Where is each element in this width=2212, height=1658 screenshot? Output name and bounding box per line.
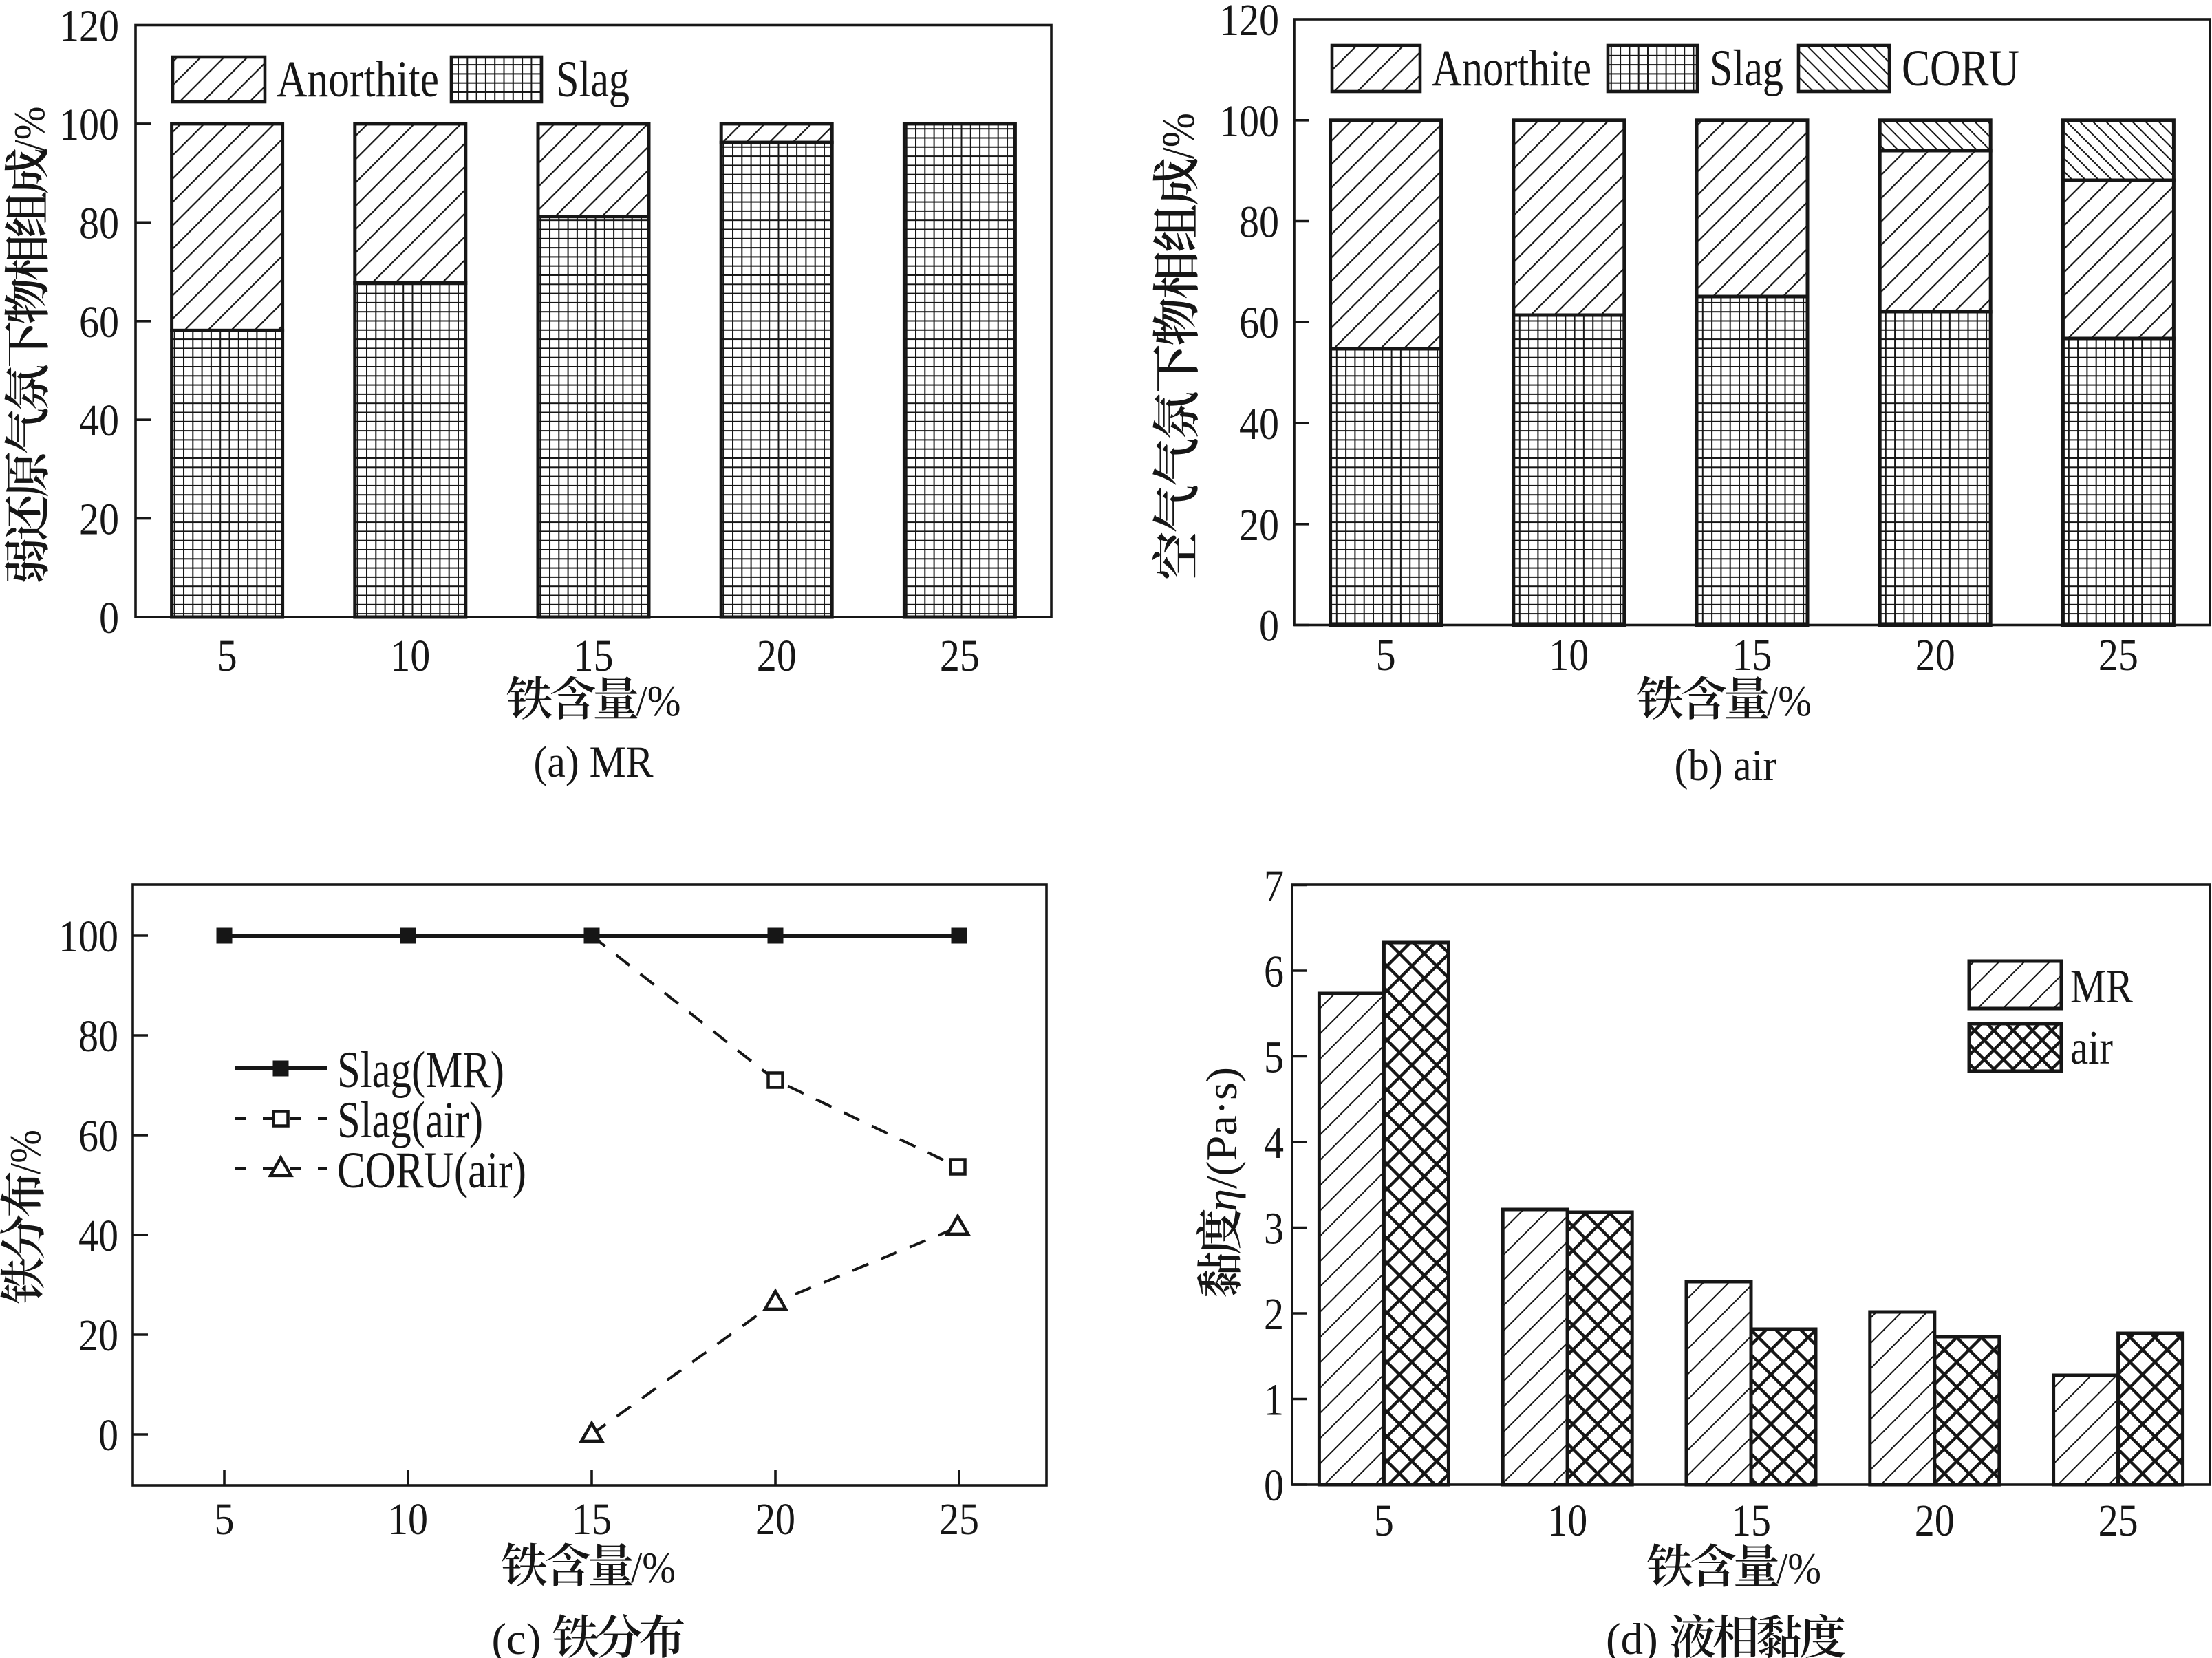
svg-text:20: 20 xyxy=(757,631,797,681)
svg-text:100: 100 xyxy=(58,912,118,962)
svg-text:/%: /% xyxy=(6,107,54,151)
svg-text:25: 25 xyxy=(940,631,980,681)
svg-text:0: 0 xyxy=(98,1410,118,1461)
svg-text:25: 25 xyxy=(939,1494,979,1544)
svg-text:Anorthite: Anorthite xyxy=(1432,40,1591,97)
svg-text:20: 20 xyxy=(79,495,119,545)
svg-text:10: 10 xyxy=(388,1494,428,1544)
svg-text:7: 7 xyxy=(1264,861,1284,912)
svg-text:2: 2 xyxy=(1264,1289,1284,1339)
svg-text:5: 5 xyxy=(1376,630,1396,680)
svg-text:5: 5 xyxy=(217,631,237,681)
svg-text:20: 20 xyxy=(1915,1496,1955,1546)
svg-text:80: 80 xyxy=(1239,197,1279,248)
svg-text:40: 40 xyxy=(1239,399,1279,449)
svg-text:CORU(air): CORU(air) xyxy=(337,1142,526,1199)
svg-text:MR: MR xyxy=(2070,960,2133,1013)
svg-text:0: 0 xyxy=(99,593,119,643)
svg-text:80: 80 xyxy=(78,1011,118,1062)
svg-text:(c): (c) xyxy=(492,1615,552,1658)
svg-text:/%: /% xyxy=(1152,113,1204,159)
svg-text:/%: /% xyxy=(1,1130,50,1174)
svg-text:15: 15 xyxy=(574,631,614,681)
svg-text:40: 40 xyxy=(78,1211,118,1261)
svg-text:25: 25 xyxy=(2098,630,2138,680)
svg-text:Slag: Slag xyxy=(556,51,630,108)
svg-text:η/(Pa·s): η/(Pa·s) xyxy=(1198,1067,1246,1212)
svg-text:25: 25 xyxy=(2098,1496,2138,1546)
svg-text:60: 60 xyxy=(1239,298,1279,348)
svg-text:0: 0 xyxy=(1259,601,1279,652)
svg-text:80: 80 xyxy=(79,198,119,248)
svg-text:10: 10 xyxy=(1547,1496,1587,1546)
svg-text:40: 40 xyxy=(79,396,119,446)
svg-text:100: 100 xyxy=(59,100,119,150)
svg-text:5: 5 xyxy=(215,1494,235,1544)
svg-text:(a) MR: (a) MR xyxy=(534,738,654,787)
svg-text:Slag: Slag xyxy=(1710,40,1783,97)
svg-text:/%: /% xyxy=(1776,1544,1821,1593)
svg-text:6: 6 xyxy=(1264,947,1284,997)
svg-text:/%: /% xyxy=(631,1544,676,1592)
svg-text:CORU: CORU xyxy=(1902,40,2019,97)
svg-text:5: 5 xyxy=(1264,1033,1284,1083)
svg-text:10: 10 xyxy=(390,631,430,681)
svg-text:Anorthite: Anorthite xyxy=(277,51,439,108)
svg-text:/%: /% xyxy=(1767,677,1812,725)
svg-text:Slag(air): Slag(air) xyxy=(337,1092,483,1149)
svg-text:(b) air: (b) air xyxy=(1675,741,1777,790)
svg-text:(d): (d) xyxy=(1606,1615,1669,1658)
svg-text:15: 15 xyxy=(1731,1496,1771,1546)
svg-text:air: air xyxy=(2070,1022,2113,1075)
svg-text:/%: /% xyxy=(636,677,681,725)
svg-text:20: 20 xyxy=(1915,630,1955,680)
svg-text:20: 20 xyxy=(755,1494,795,1544)
svg-text:100: 100 xyxy=(1219,96,1279,147)
svg-text:0: 0 xyxy=(1264,1461,1284,1511)
svg-text:20: 20 xyxy=(1239,500,1279,550)
svg-text:15: 15 xyxy=(572,1494,612,1544)
svg-text:120: 120 xyxy=(1219,0,1279,45)
svg-text:120: 120 xyxy=(59,1,119,52)
svg-text:10: 10 xyxy=(1549,630,1589,680)
svg-text:Slag(MR): Slag(MR) xyxy=(337,1042,504,1099)
svg-text:20: 20 xyxy=(78,1311,118,1361)
svg-text:60: 60 xyxy=(79,297,119,347)
svg-text:15: 15 xyxy=(1732,630,1772,680)
svg-text:5: 5 xyxy=(1374,1496,1394,1546)
svg-text:1: 1 xyxy=(1264,1375,1284,1425)
svg-text:60: 60 xyxy=(78,1111,118,1161)
svg-text:3: 3 xyxy=(1264,1204,1284,1254)
svg-text:4: 4 xyxy=(1264,1118,1284,1168)
